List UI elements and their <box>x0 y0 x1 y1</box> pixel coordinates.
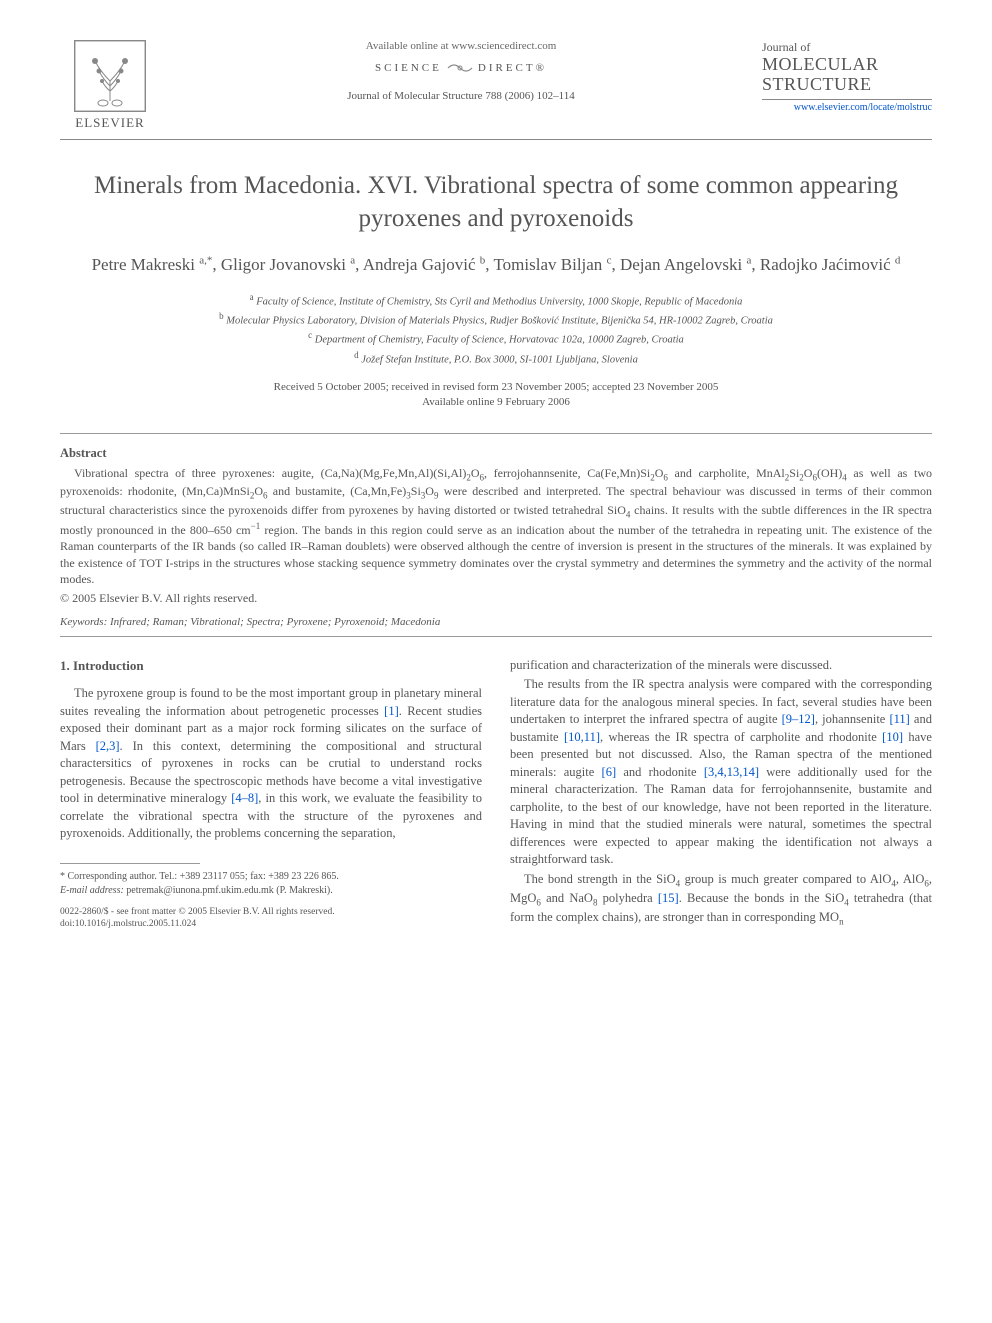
article-title: Minerals from Macedonia. XVI. Vibrationa… <box>60 170 932 235</box>
journal-block: Journal of MOLECULAR STRUCTURE www.elsev… <box>762 40 932 113</box>
intro-right-p1: The results from the IR spectra analysis… <box>510 676 932 869</box>
footer-meta: 0022-2860/$ - see front matter © 2005 El… <box>60 906 482 931</box>
email-value: petremak@iunona.pmf.ukim.edu.mk (P. Makr… <box>126 885 332 896</box>
sd-text-left: SCIENCE <box>375 62 442 74</box>
abstract-copyright: © 2005 Elsevier B.V. All rights reserved… <box>60 591 932 606</box>
elsevier-block: ELSEVIER <box>60 40 160 131</box>
dates-online: Available online 9 February 2006 <box>60 395 932 410</box>
corr-author-line: * Corresponding author. Tel.: +389 23117… <box>60 870 482 884</box>
left-column: 1. Introduction The pyroxene group is fo… <box>60 657 482 930</box>
front-matter-line: 0022-2860/$ - see front matter © 2005 El… <box>60 906 482 918</box>
right-column: purification and characterization of the… <box>510 657 932 930</box>
affiliations: a Faculty of Science, Institute of Chemi… <box>60 291 932 368</box>
doi-line: doi:10.1016/j.molstruc.2005.11.024 <box>60 918 482 930</box>
corresponding-footnote: * Corresponding author. Tel.: +389 23117… <box>60 870 482 898</box>
abstract-text: Vibrational spectra of three pyroxenes: … <box>60 465 932 587</box>
dates-received: Received 5 October 2005; received in rev… <box>60 380 932 395</box>
center-header: Available online at www.sciencedirect.co… <box>160 40 762 102</box>
journal-big-2: STRUCTURE <box>762 75 932 95</box>
affiliation-a: a Faculty of Science, Institute of Chemi… <box>60 291 932 310</box>
elsevier-tree-icon <box>74 40 146 112</box>
authors: Petre Makreski a,*, Gligor Jovanovski a,… <box>60 253 932 277</box>
intro-right-p0: purification and characterization of the… <box>510 657 932 675</box>
abstract-heading: Abstract <box>60 446 932 461</box>
header: ELSEVIER Available online at www.science… <box>60 40 932 140</box>
corr-email-line: E-mail address: petremak@iunona.pmf.ukim… <box>60 884 482 898</box>
keywords-label: Keywords: <box>60 616 107 628</box>
available-online-text: Available online at www.sciencedirect.co… <box>180 40 742 52</box>
affiliation-d: d Jožef Stefan Institute, P.O. Box 3000,… <box>60 349 932 368</box>
intro-right-p2: The bond strength in the SiO4 group is m… <box>510 871 932 928</box>
email-label: E-mail address: <box>60 885 124 896</box>
affiliation-b: b Molecular Physics Laboratory, Division… <box>60 310 932 329</box>
article-dates: Received 5 October 2005; received in rev… <box>60 380 932 411</box>
affiliation-c: c Department of Chemistry, Faculty of Sc… <box>60 329 932 348</box>
sciencedirect-logo: SCIENCE DIRECT® <box>375 60 547 76</box>
elsevier-label: ELSEVIER <box>75 115 144 131</box>
journal-link[interactable]: www.elsevier.com/locate/molstruc <box>762 102 932 113</box>
keywords: Keywords: Infrared; Raman; Vibrational; … <box>60 616 932 628</box>
sd-swirl-icon <box>446 60 474 76</box>
rule-below-keywords <box>60 636 932 637</box>
abstract-body: Vibrational spectra of three pyroxenes: … <box>60 465 932 587</box>
sd-text-right: DIRECT® <box>478 62 547 74</box>
citation-line: Journal of Molecular Structure 788 (2006… <box>180 90 742 102</box>
footnote-rule <box>60 863 200 864</box>
journal-small-label: Journal of <box>762 40 932 55</box>
page-root: ELSEVIER Available online at www.science… <box>0 0 992 960</box>
intro-heading: 1. Introduction <box>60 657 482 675</box>
two-column-body: 1. Introduction The pyroxene group is fo… <box>60 657 932 930</box>
journal-big-1: MOLECULAR <box>762 55 932 75</box>
intro-left-p1: The pyroxene group is found to be the mo… <box>60 685 482 843</box>
keywords-text: Infrared; Raman; Vibrational; Spectra; P… <box>110 616 440 628</box>
rule-above-abstract <box>60 433 932 434</box>
